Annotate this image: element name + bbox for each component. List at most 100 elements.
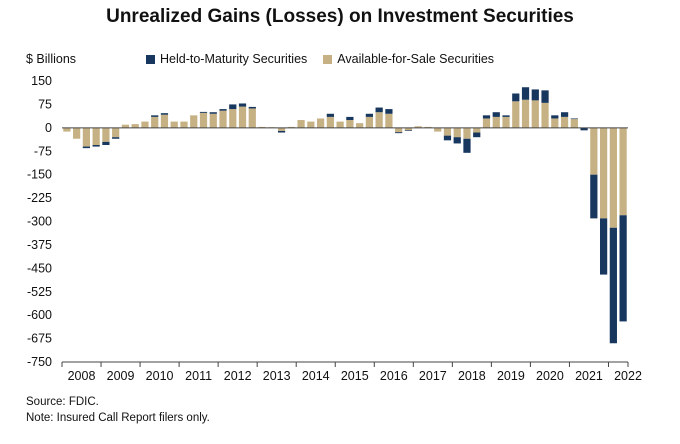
bar-afs <box>619 127 627 216</box>
bar-afs <box>121 124 130 128</box>
bar-htm <box>570 118 578 120</box>
bar-afs <box>502 116 510 128</box>
bar-afs <box>375 112 383 128</box>
bar-afs <box>229 109 237 128</box>
bar-htm <box>277 130 286 133</box>
bar-afs <box>160 114 169 128</box>
y-tick-label: 0 <box>45 121 52 135</box>
bar-htm <box>219 109 227 111</box>
bar-htm <box>453 137 461 144</box>
bar-afs <box>365 116 374 128</box>
bar-htm <box>248 106 256 109</box>
bar-htm <box>551 115 559 119</box>
x-tick-label: 2011 <box>185 369 212 383</box>
bar-htm <box>521 87 530 100</box>
x-tick-label: 2016 <box>380 369 408 383</box>
x-tick-label: 2021 <box>575 369 603 383</box>
x-tick-label: 2012 <box>224 369 252 383</box>
y-tick-label: -675 <box>27 332 52 346</box>
y-tick-label: -375 <box>27 238 52 252</box>
bar-htm <box>492 112 500 117</box>
bar-afs <box>112 127 120 138</box>
bar-afs <box>92 127 100 145</box>
bar-htm <box>443 135 452 141</box>
bar-htm <box>404 130 413 131</box>
bar-afs <box>248 108 256 128</box>
y-tick-label: -150 <box>27 168 52 182</box>
bar-afs <box>326 116 334 128</box>
bar-htm <box>580 127 588 131</box>
y-axis-unit-label: $ Billions <box>26 52 77 66</box>
x-tick-label: 2020 <box>536 369 564 383</box>
y-tick-label: -750 <box>27 355 52 369</box>
bar-htm <box>209 112 217 114</box>
bar-afs <box>453 127 461 138</box>
bar-htm <box>229 104 237 110</box>
bar-afs <box>521 99 530 128</box>
bar-afs <box>609 127 617 228</box>
y-tick-label: -525 <box>27 285 52 299</box>
bar-htm <box>375 107 383 113</box>
bar-afs <box>570 119 578 128</box>
bar-afs <box>463 127 471 139</box>
x-tick-label: 2008 <box>68 369 96 383</box>
bar-htm <box>385 109 393 114</box>
y-tick-label: -450 <box>27 261 52 275</box>
bar-htm <box>112 137 120 139</box>
y-tick-label: -75 <box>34 144 52 158</box>
bar-afs <box>482 118 491 128</box>
x-tick-label: 2022 <box>614 369 642 383</box>
bar-htm <box>82 146 91 149</box>
bar-afs <box>63 127 71 132</box>
bar-htm <box>92 145 100 147</box>
bar-htm <box>619 215 627 322</box>
bar-afs <box>297 120 305 128</box>
bar-htm <box>346 116 354 121</box>
bar-htm <box>102 141 110 145</box>
bar-afs <box>590 127 598 175</box>
bar-afs <box>190 115 198 128</box>
bar-afs <box>73 127 81 139</box>
x-tick-label: 2014 <box>302 369 330 383</box>
bar-afs <box>531 100 539 128</box>
bar-afs <box>199 112 208 128</box>
bar-htm <box>590 174 598 219</box>
bar-afs <box>277 127 286 131</box>
x-tick-label: 2018 <box>458 369 486 383</box>
source-notes: Source: FDIC. Note: Insured Call Report … <box>26 394 210 426</box>
bar-afs <box>336 121 344 128</box>
bar-afs <box>307 121 315 128</box>
y-tick-label: -225 <box>27 191 52 205</box>
legend-item-htm: Held-to-Maturity Securities <box>146 52 307 66</box>
bar-htm <box>238 103 247 107</box>
legend-swatch-afs <box>323 54 333 64</box>
x-tick-label: 2019 <box>497 369 525 383</box>
legend-label-htm: Held-to-Maturity Securities <box>160 52 308 66</box>
bar-htm <box>609 227 617 344</box>
bar-afs <box>238 106 247 128</box>
bar-htm <box>199 111 208 113</box>
y-tick-label: -600 <box>27 308 52 322</box>
x-tick-label: 2015 <box>341 369 369 383</box>
bar-afs <box>356 123 364 128</box>
bar-htm <box>473 132 481 138</box>
bar-afs <box>541 102 549 128</box>
bar-afs <box>395 127 403 133</box>
bar-afs <box>131 124 139 128</box>
legend-item-afs: Available-for-Sale Securities <box>323 52 494 66</box>
x-tick-label: 2013 <box>263 369 291 383</box>
bar-afs <box>82 127 91 147</box>
bar-htm <box>326 113 334 117</box>
y-tick-label: 75 <box>38 97 52 111</box>
legend: Held-to-Maturity Securities Available-fo… <box>146 52 494 66</box>
bar-afs <box>443 127 452 136</box>
bar-afs <box>512 101 520 128</box>
x-tick-label: 2010 <box>146 369 174 383</box>
bar-afs <box>434 127 442 132</box>
bar-htm <box>151 115 159 117</box>
bar-afs <box>473 127 481 133</box>
bar-afs <box>102 127 110 142</box>
bar-afs <box>151 116 159 128</box>
chart-title: Unrealized Gains (Losses) on Investment … <box>106 6 574 27</box>
